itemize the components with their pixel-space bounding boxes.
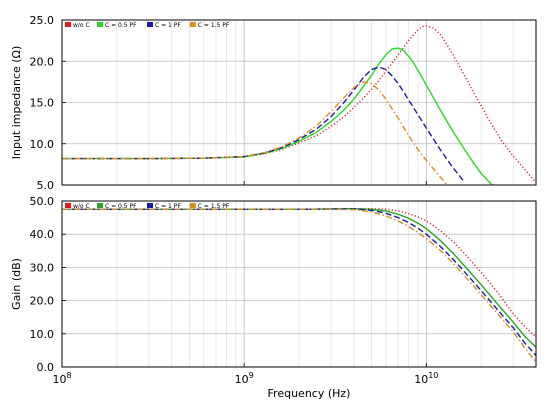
y-tick-label: 40.0 bbox=[30, 228, 55, 241]
y-tick-label: 15.0 bbox=[30, 97, 55, 110]
series-line-c-1-5-pf bbox=[62, 208, 536, 363]
gain-chart: 0.0 10.0 20.0 30.0 40.0 50.0 108 109 1010 Gain (d… bbox=[10, 195, 537, 400]
series-group bbox=[62, 207, 536, 363]
series-line-c-1-pf bbox=[62, 66, 465, 182]
series-group bbox=[62, 25, 536, 185]
legend: w/o C C = 0.5 PF C = 1 PF C = 1.5 PF bbox=[65, 22, 230, 29]
y-axis: 5.0 10.0 15.0 20.0 25.0 bbox=[30, 14, 66, 192]
y-tick-label: 25.0 bbox=[30, 14, 55, 27]
legend-swatch bbox=[147, 203, 153, 208]
y-axis-title: Input impedance (Ω) bbox=[10, 46, 23, 160]
legend: w/o C C = 0.5 PF C = 1 PF C = 1.5 PF bbox=[65, 203, 230, 210]
legend-label: C = 1 PF bbox=[155, 22, 181, 29]
y-tick-label: 5.0 bbox=[37, 179, 55, 192]
legend-label: w/o C bbox=[73, 22, 90, 29]
series-line-c-0-5-pf bbox=[62, 47, 493, 185]
y-axis: 0.0 10.0 20.0 30.0 40.0 50.0 bbox=[30, 195, 66, 374]
y-tick-label: 0.0 bbox=[37, 361, 55, 374]
x-axis-title: Frequency (Hz) bbox=[268, 387, 351, 400]
x-tick-label: 109 bbox=[235, 371, 254, 386]
y-tick-label: 20.0 bbox=[30, 295, 55, 308]
legend-label: C = 1.5 PF bbox=[198, 203, 230, 210]
legend-swatch bbox=[189, 22, 196, 27]
x-tick-label: 108 bbox=[52, 371, 71, 386]
legend-swatch bbox=[97, 22, 103, 27]
legend-label: C = 0.5 PF bbox=[105, 203, 137, 210]
y-tick-label: 50.0 bbox=[30, 195, 55, 208]
x-tick-label: 1010 bbox=[414, 371, 438, 386]
legend-label: C = 1 PF bbox=[155, 203, 181, 210]
legend-swatch bbox=[97, 203, 103, 208]
y-tick-label: 20.0 bbox=[30, 55, 55, 68]
legend-label: C = 1.5 PF bbox=[198, 22, 230, 29]
input-impedance-chart: 5.0 10.0 15.0 20.0 25.0 Input impedance (Ω) w/… bbox=[10, 14, 537, 192]
legend-label: C = 0.5 PF bbox=[105, 22, 137, 29]
series-line-c-1-5-pf bbox=[62, 81, 448, 185]
y-tick-label: 30.0 bbox=[30, 261, 55, 274]
legend-label: w/o C bbox=[73, 203, 90, 210]
y-tick-label: 10.0 bbox=[30, 138, 55, 151]
plot-frame bbox=[61, 200, 537, 368]
x-axis bbox=[61, 181, 427, 185]
legend-swatch bbox=[147, 22, 153, 27]
y-tick-label: 10.0 bbox=[30, 328, 55, 341]
y-axis-title: Gain (dB) bbox=[10, 258, 23, 310]
legend-swatch bbox=[65, 22, 71, 27]
legend-swatch bbox=[65, 203, 71, 208]
legend-swatch bbox=[189, 203, 196, 208]
series-line-c-1-pf bbox=[62, 208, 536, 356]
x-axis: 108 109 1010 bbox=[52, 363, 438, 386]
